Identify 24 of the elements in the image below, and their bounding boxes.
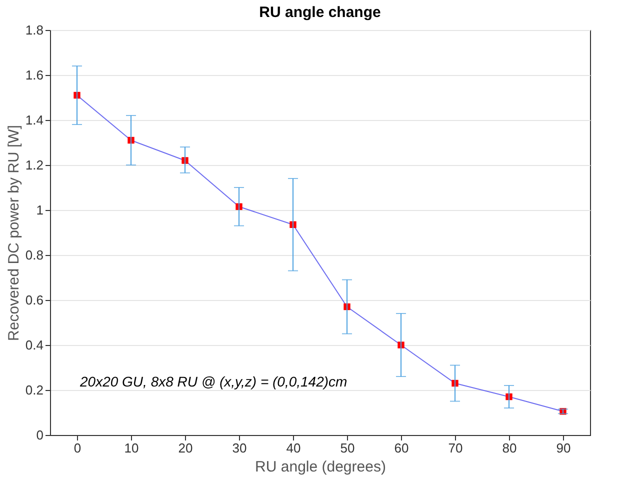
chart-title: RU angle change bbox=[259, 4, 381, 21]
x-tick-label: 90 bbox=[556, 440, 571, 456]
y-tick-label: 0.6 bbox=[25, 292, 44, 308]
y-tick-label: 0.4 bbox=[25, 338, 44, 352]
annotation: 20x20 GU, 8x8 RU @ (x,y,z) = (0,0,142)cm bbox=[79, 373, 348, 390]
x-tick-label: 0 bbox=[74, 440, 82, 456]
y-tick-label: 0.2 bbox=[25, 382, 44, 398]
x-tick-label: 40 bbox=[286, 440, 301, 456]
y-tick-label: 1.6 bbox=[25, 68, 44, 82]
x-tick-label: 30 bbox=[232, 440, 247, 456]
y-tick-label: 1.8 bbox=[25, 22, 44, 38]
y-tick-label: 1.2 bbox=[25, 158, 44, 172]
x-tick-label: 10 bbox=[124, 440, 139, 456]
y-axis-title: Recovered DC power by RU [W] bbox=[5, 125, 22, 341]
x-tick-label: 20 bbox=[178, 440, 193, 456]
y-tick-label: 1 bbox=[36, 202, 44, 218]
x-tick-label: 50 bbox=[340, 440, 355, 456]
y-tick-label: 1.4 bbox=[25, 112, 44, 128]
x-axis-title: RU angle (degrees) bbox=[255, 458, 386, 476]
x-tick-label: 70 bbox=[448, 440, 463, 456]
y-tick-label: 0.8 bbox=[25, 248, 44, 262]
y-tick-label: 0 bbox=[36, 428, 44, 442]
x-tick-label: 80 bbox=[502, 440, 517, 456]
x-tick-label: 60 bbox=[394, 440, 409, 456]
